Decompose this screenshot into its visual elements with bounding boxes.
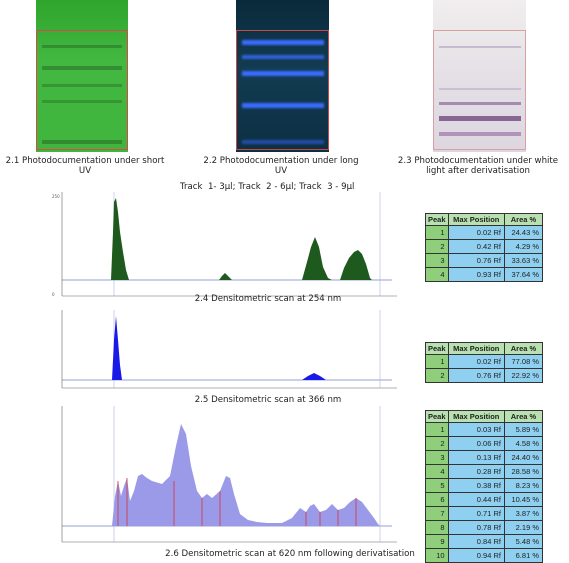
table-row: 3 0.13 Rf 24.40 %: [425, 450, 544, 465]
scan-caption-366: 2.5 Densitometric scan at 366 nm: [194, 395, 342, 405]
peak-area: 33.63 %: [503, 253, 544, 268]
track-label: Track 1- 3µl; Track 2 - 6µl; Track 3 - 9…: [180, 182, 355, 192]
header-peak: Peak: [425, 213, 449, 226]
svg-text:250: 250: [52, 194, 60, 199]
plate-caption-white-light: 2.3 Photodocumentation under white light…: [397, 156, 559, 176]
table-row: 4 0.28 Rf 28.58 %: [425, 464, 544, 479]
table-row: 2 0.42 Rf 4.29 %: [425, 239, 544, 254]
peak-position: 0.28 Rf: [447, 464, 505, 479]
peak-position: 0.44 Rf: [447, 492, 505, 507]
plate-long-uv: [236, 0, 329, 152]
peak-area: 2.19 %: [503, 520, 544, 535]
header-max-position: Max Position: [447, 410, 505, 423]
peak-number: 4: [425, 464, 449, 479]
peak-area: 8.23 %: [503, 478, 544, 493]
peak-number: 2: [425, 368, 449, 383]
peak-area: 3.87 %: [503, 506, 544, 521]
peak-position: 0.42 Rf: [447, 239, 505, 254]
peak-area: 77.08 %: [503, 354, 544, 369]
peak-number: 1: [425, 225, 449, 240]
peak-number: 5: [425, 478, 449, 493]
densitogram-366: [61, 310, 397, 389]
header-area: Area %: [503, 213, 544, 226]
peak-position: 0.76 Rf: [447, 253, 505, 268]
table-row: 6 0.44 Rf 10.45 %: [425, 492, 544, 507]
table-row: 7 0.71 Rf 3.87 %: [425, 506, 544, 521]
peak-position: 0.93 Rf: [447, 267, 505, 282]
table-row: 4 0.93 Rf 37.64 %: [425, 267, 544, 282]
peak-position: 0.78 Rf: [447, 520, 505, 535]
table-row: 3 0.76 Rf 33.63 %: [425, 253, 544, 268]
table-row: 1 0.03 Rf 5.89 %: [425, 422, 544, 437]
peak-position: 0.02 Rf: [447, 354, 505, 369]
plate-white-light: [433, 0, 526, 152]
peak-number: 2: [425, 239, 449, 254]
peak-area: 5.48 %: [503, 534, 544, 549]
peak-number: 7: [425, 506, 449, 521]
table-row: 10 0.94 Rf 6.81 %: [425, 548, 544, 563]
table-row: 5 0.38 Rf 8.23 %: [425, 478, 544, 493]
peak-number: 2: [425, 436, 449, 451]
peak-position: 0.02 Rf: [447, 225, 505, 240]
peak-area: 10.45 %: [503, 492, 544, 507]
peak-area: 4.29 %: [503, 239, 544, 254]
header-area: Area %: [503, 410, 544, 423]
peak-area: 24.43 %: [503, 225, 544, 240]
table-row: 1 0.02 Rf 24.43 %: [425, 225, 544, 240]
peak-number: 3: [425, 450, 449, 465]
scan-caption-254: 2.4 Densitometric scan at 254 nm: [194, 294, 342, 304]
plate-caption-short-uv: 2.1 Photodocumentation under short UV: [5, 156, 165, 176]
peak-position: 0.06 Rf: [447, 436, 505, 451]
table-row: 1 0.02 Rf 77.08 %: [425, 354, 544, 369]
peak-position: 0.76 Rf: [447, 368, 505, 383]
peak-position: 0.84 Rf: [447, 534, 505, 549]
peak-number: 6: [425, 492, 449, 507]
scan-caption-620: 2.6 Densitometric scan at 620 nm followi…: [165, 549, 415, 559]
peak-number: 3: [425, 253, 449, 268]
peak-area: 28.58 %: [503, 464, 544, 479]
plate-short-uv: [36, 0, 128, 152]
peak-area: 22.92 %: [503, 368, 544, 383]
header-max-position: Max Position: [447, 342, 505, 355]
table-row: 9 0.84 Rf 5.48 %: [425, 534, 544, 549]
peak-number: 1: [425, 354, 449, 369]
densitogram-620: [61, 406, 397, 543]
table-row: 2 0.06 Rf 4.58 %: [425, 436, 544, 451]
peak-number: 1: [425, 422, 449, 437]
peak-area: 6.81 %: [503, 548, 544, 563]
header-max-position: Max Position: [447, 213, 505, 226]
peak-number: 10: [425, 548, 449, 563]
peak-table-366: Peak Max Position Area % 1 0.02 Rf 77.08…: [425, 342, 544, 383]
peak-number: 8: [425, 520, 449, 535]
peak-table-620: Peak Max Position Area % 1 0.03 Rf 5.89 % …: [425, 410, 544, 563]
peak-area: 5.89 %: [503, 422, 544, 437]
table-row: 2 0.76 Rf 22.92 %: [425, 368, 544, 383]
plate-caption-long-uv: 2.2 Photodocumentation under long UV: [203, 156, 359, 176]
peak-position: 0.03 Rf: [447, 422, 505, 437]
header-peak: Peak: [425, 410, 449, 423]
peak-number: 9: [425, 534, 449, 549]
svg-text:0: 0: [52, 292, 55, 297]
peak-position: 0.71 Rf: [447, 506, 505, 521]
densitogram-254: 250 0: [52, 192, 397, 297]
peak-table-254: Peak Max Position Area % 1 0.02 Rf 24.43…: [425, 213, 544, 282]
header-peak: Peak: [425, 342, 449, 355]
peak-position: 0.13 Rf: [447, 450, 505, 465]
peak-position: 0.38 Rf: [447, 478, 505, 493]
peak-area: 37.64 %: [503, 267, 544, 282]
peak-number: 4: [425, 267, 449, 282]
table-row: 8 0.78 Rf 2.19 %: [425, 520, 544, 535]
peak-area: 24.40 %: [503, 450, 544, 465]
peak-area: 4.58 %: [503, 436, 544, 451]
peak-position: 0.94 Rf: [447, 548, 505, 563]
header-area: Area %: [503, 342, 544, 355]
